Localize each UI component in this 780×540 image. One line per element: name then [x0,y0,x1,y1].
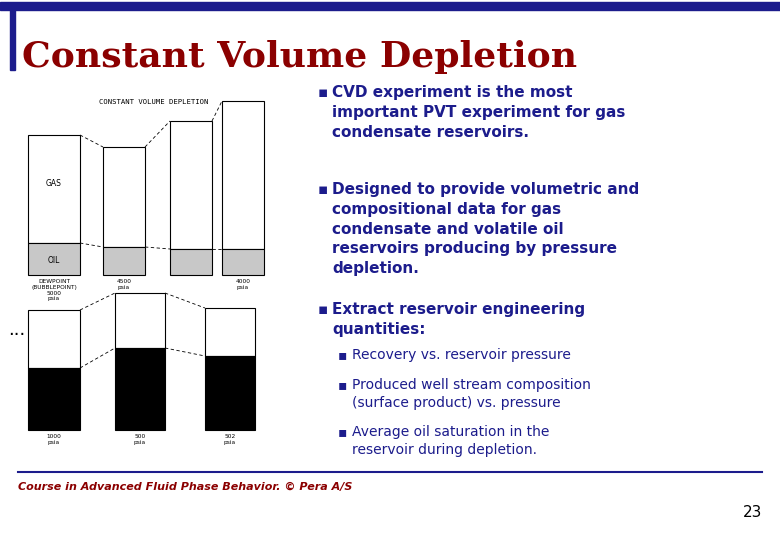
Text: ▪: ▪ [318,302,328,317]
Bar [115,348,165,430]
Text: Extract reservoir engineering
quantities:: Extract reservoir engineering quantities… [332,302,585,337]
Text: Produced well stream composition
(surface product) vs. pressure: Produced well stream composition (surfac… [352,378,591,410]
Bar [222,101,264,249]
Text: DEWPOINT
(BUBBLEPOINT)
5000
psia: DEWPOINT (BUBBLEPOINT) 5000 psia [31,279,77,301]
Text: ▪: ▪ [338,425,347,439]
Bar [170,121,212,249]
Text: GAS: GAS [46,179,62,188]
Bar [205,356,255,430]
Text: 23: 23 [743,505,762,520]
Text: 4000
psia: 4000 psia [236,279,250,290]
Bar [115,293,165,348]
Text: Average oil saturation in the
reservoir during depletion.: Average oil saturation in the reservoir … [352,425,549,457]
Bar [103,147,145,247]
Text: Course in Advanced Fluid Phase Behavior. © Pera A/S: Course in Advanced Fluid Phase Behavior.… [18,482,353,492]
Bar [222,249,264,275]
Bar [205,308,255,356]
Text: CVD experiment is the most
important PVT experiment for gas
condensate reservoir: CVD experiment is the most important PVT… [332,85,626,140]
Text: Constant Volume Depletion: Constant Volume Depletion [22,40,577,74]
Bar [0,2,780,10]
Text: 1000
psia: 1000 psia [47,434,62,445]
Bar [103,247,145,275]
Bar [170,249,212,275]
Text: ▪: ▪ [338,378,347,392]
Text: 502
psia: 502 psia [224,434,236,445]
Text: Designed to provide volumetric and
compositional data for gas
condensate and vol: Designed to provide volumetric and compo… [332,182,640,276]
Text: 500
psia: 500 psia [134,434,146,445]
Bar [10,10,15,70]
Text: CONSTANT VOLUME DEPLETION: CONSTANT VOLUME DEPLETION [99,99,209,105]
Text: ...: ... [8,321,25,339]
Bar [28,368,80,430]
Text: OIL: OIL [48,256,60,265]
Text: ▪: ▪ [338,348,347,362]
Text: Recovery vs. reservoir pressure: Recovery vs. reservoir pressure [352,348,571,362]
Bar [28,135,80,243]
Text: 4500
psia: 4500 psia [116,279,132,290]
Text: ▪: ▪ [318,182,328,197]
Text: ▪: ▪ [318,85,328,100]
Bar [28,243,80,275]
Bar [28,310,80,368]
